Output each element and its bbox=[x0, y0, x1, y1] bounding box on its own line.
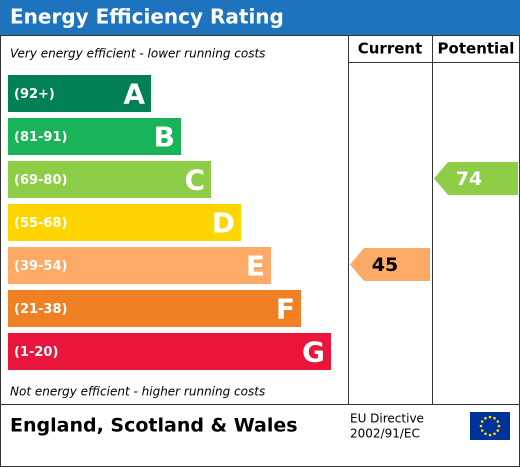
band bbox=[8, 290, 301, 327]
band-range: (69-80) bbox=[14, 173, 67, 188]
band-letter: B bbox=[154, 121, 175, 154]
band-range: (39-54) bbox=[14, 259, 67, 274]
flag-star bbox=[480, 429, 484, 432]
band-letter: F bbox=[276, 293, 295, 326]
flag-star bbox=[493, 416, 496, 420]
flag-star bbox=[497, 424, 501, 428]
bottom-note: Not energy efficient - higher running co… bbox=[10, 385, 265, 399]
band bbox=[8, 75, 151, 112]
flag-star bbox=[496, 420, 500, 423]
band-letter: E bbox=[246, 250, 265, 283]
flag-star bbox=[484, 432, 487, 436]
eu-flag bbox=[470, 412, 510, 440]
band-letter: D bbox=[212, 207, 235, 240]
band-range: (55-68) bbox=[14, 216, 67, 231]
rating-value: 45 bbox=[372, 254, 398, 276]
flag-star bbox=[493, 432, 496, 436]
rating-value: 74 bbox=[456, 168, 482, 190]
flag-star bbox=[488, 415, 492, 419]
rating-arrow bbox=[350, 248, 430, 281]
band bbox=[8, 204, 241, 241]
flag-star bbox=[488, 433, 492, 437]
top-note: Very energy efficient - lower running co… bbox=[10, 47, 265, 61]
band bbox=[8, 161, 211, 198]
directive: 2002/91/EC bbox=[350, 427, 420, 441]
band-range: (21-38) bbox=[14, 302, 67, 317]
region: England, Scotland & Wales bbox=[10, 415, 298, 437]
band-range: (92+) bbox=[14, 87, 55, 102]
band-letter: A bbox=[123, 78, 145, 111]
band-letter: C bbox=[184, 164, 205, 197]
rating-arrow bbox=[434, 162, 518, 195]
band bbox=[8, 247, 271, 284]
column-header: Potential bbox=[438, 40, 515, 58]
column-header: Current bbox=[358, 40, 423, 58]
flag-star bbox=[496, 429, 500, 432]
title: Energy Efficiency Rating bbox=[10, 5, 284, 29]
band-letter: G bbox=[302, 336, 325, 369]
header-bar bbox=[0, 0, 520, 35]
band bbox=[8, 118, 181, 155]
flag-star bbox=[479, 424, 483, 428]
directive: EU Directive bbox=[350, 412, 424, 426]
band bbox=[8, 333, 331, 370]
band-range: (81-91) bbox=[14, 130, 67, 145]
flag-star bbox=[484, 416, 487, 420]
flag-star bbox=[480, 420, 484, 423]
band-range: (1-20) bbox=[14, 345, 58, 360]
